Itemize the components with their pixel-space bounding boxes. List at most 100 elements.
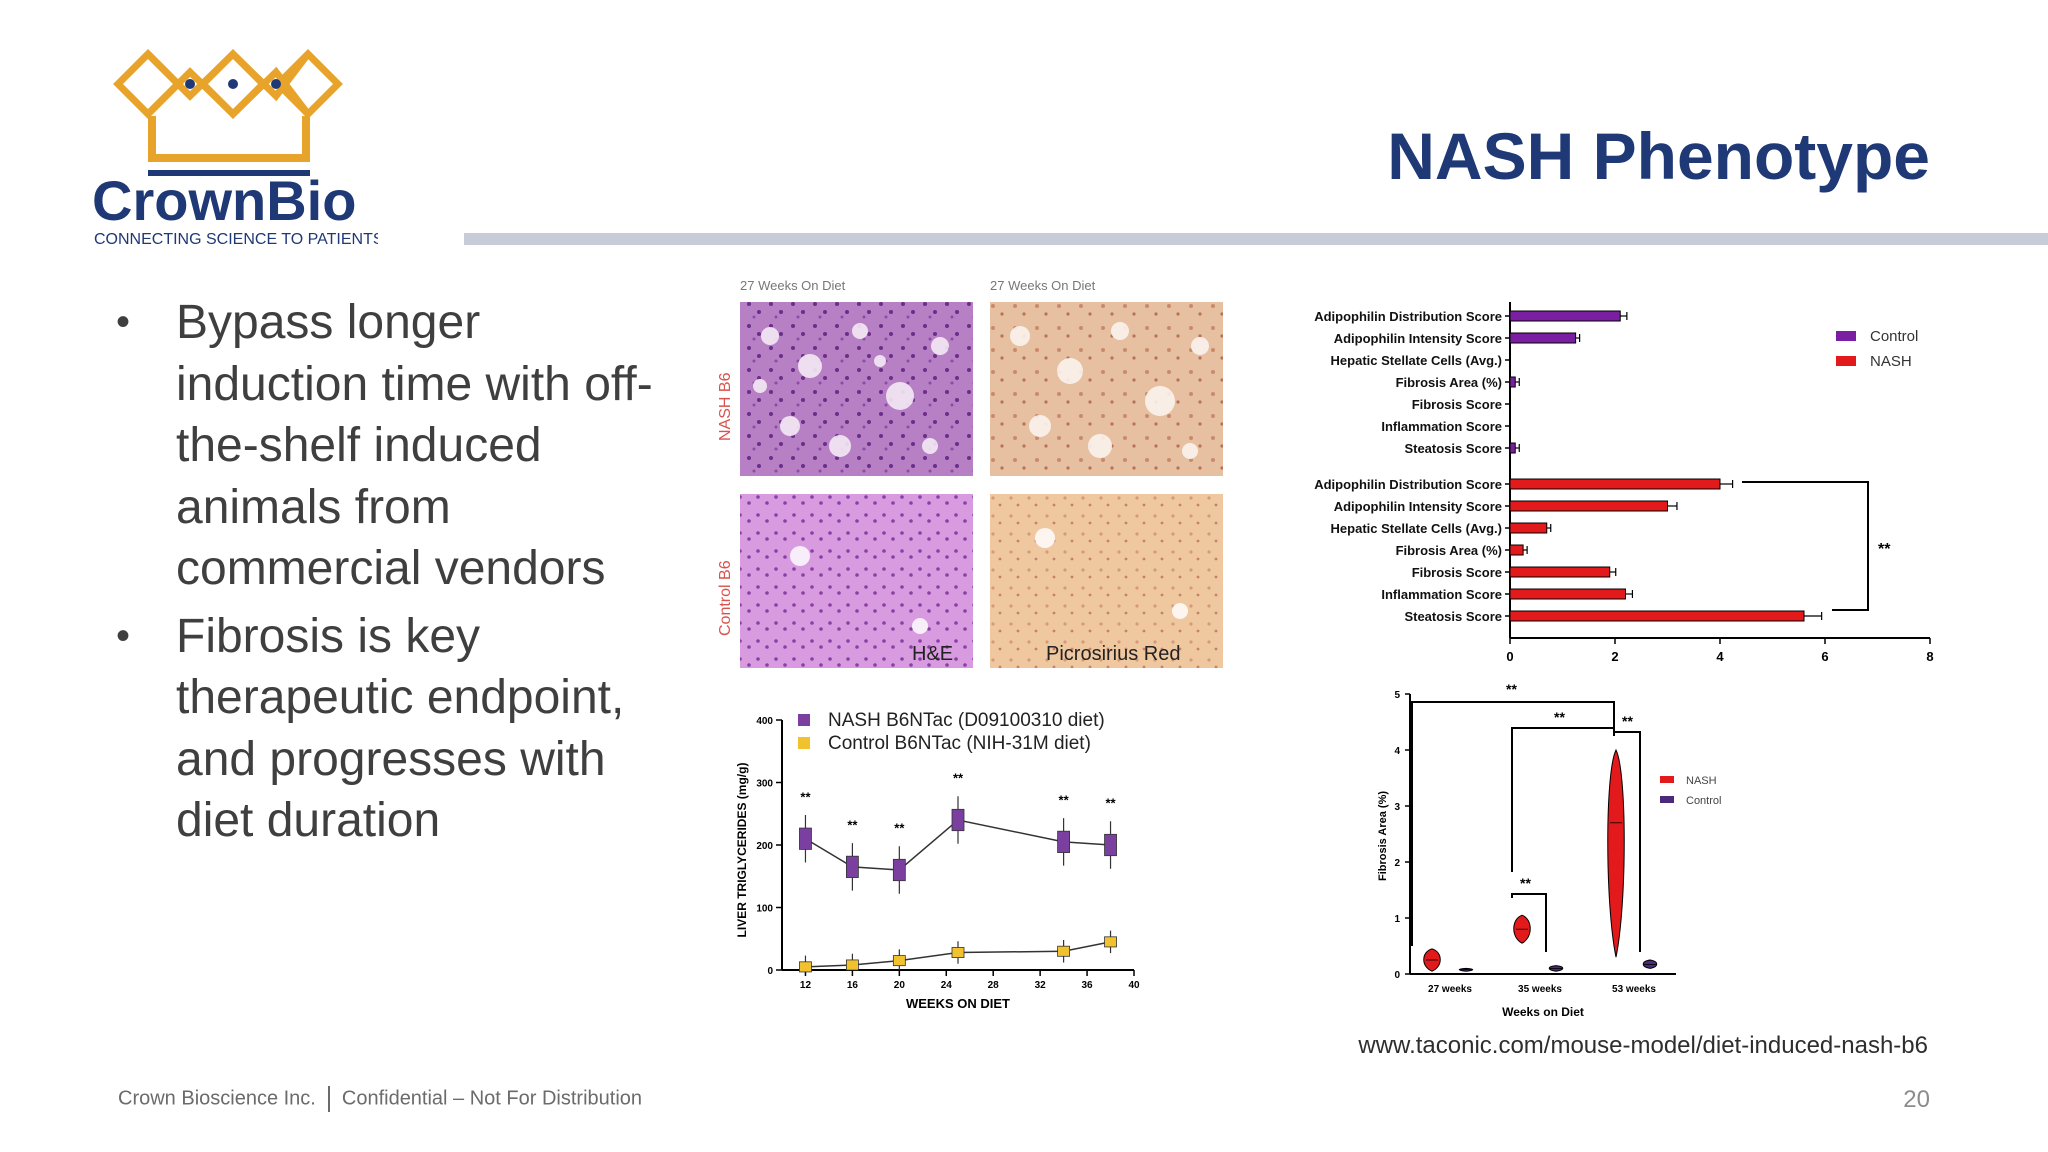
line-x-tick-label: 24 [941,980,953,991]
violin-y-tick-label: 5 [1394,690,1400,701]
hbar-category-label: Steatosis Score [1404,441,1502,456]
stain-label-pr: Picrosirius Red [1046,643,1180,665]
line-x-tick-label: 16 [847,980,859,991]
crownbio-logo: CrownBio CONNECTING SCIENCE TO PATIENTS [88,30,384,250]
violin-sig-label: ** [1554,709,1565,725]
footer-company: Crown Bioscience Inc. [118,1087,316,1110]
histology-col-header: 27 Weeks On Diet [990,278,1096,293]
footer-note: Confidential – Not For Distribution [341,1087,643,1110]
violin-legend-label-nash: NASH [1686,775,1717,787]
hbar-bar-nash [1509,588,1626,600]
hbar-category-label: Adipophilin Intensity Score [1334,331,1502,346]
violin-y-tick-label: 0 [1394,970,1400,981]
bullet-text: Fibrosis is key therapeutic endpoint, an… [176,609,625,848]
line-y-tick-label: 200 [756,841,773,852]
violin-legend-swatch-nash [1660,776,1674,783]
histology-image-control-pr [990,494,1223,668]
line-x-tick-label: 12 [800,980,812,991]
violin-sig-label: ** [1520,875,1531,891]
hbar-category-label: Hepatic Stellate Cells (Avg.) [1331,353,1502,368]
hbar-legend: Control NASH [1836,328,1918,370]
histology-row-label: Control B6 [717,560,734,636]
line-point [799,961,812,973]
hbar-bar-control [1509,332,1577,344]
hbar-bar-nash [1509,478,1721,490]
line-legend-swatch-nash [798,714,810,726]
violin-x-tick-label: 35 weeks [1518,984,1562,995]
hbar-category-label: Hepatic Stellate Cells (Avg.) [1331,521,1502,536]
bullet-item: • Bypass longer induction time with off-t… [112,292,672,600]
line-significance-label: ** [953,771,964,786]
hbar-legend-label-control: Control [1870,328,1918,345]
hbar-category-label: Inflammation Score [1381,587,1502,602]
bullet-text: Bypass longer induction time with off-th… [176,296,653,595]
histology-col-header: 27 Weeks On Diet [740,278,846,293]
line-point [1104,936,1117,948]
violin-y-axis-label: Fibrosis Area (%) [1377,791,1389,881]
violin-x-tick-label: 27 weeks [1428,984,1472,995]
bullet-dot-icon: • [116,613,131,658]
slide-title: NASH Phenotype [1387,119,1930,193]
line-significance-label: ** [847,817,858,832]
violin-sig-label: ** [1506,681,1517,697]
violin-significance-brackets [1411,701,1641,952]
hbar-x-tick-label: 4 [1716,649,1724,664]
line-y-tick-label: 0 [767,966,773,977]
line-x-tick-label: 32 [1035,980,1047,991]
line-x-tick-label: 20 [894,980,906,991]
hbar-category-label: Fibrosis Area (%) [1396,543,1502,558]
hbar-category-label: Adipophilin Intensity Score [1334,499,1502,514]
hbar-x-tick-label: 6 [1821,649,1828,664]
logo-wordmark: CrownBio [92,169,356,232]
title-divider [464,233,2048,245]
line-point [1057,830,1071,853]
line-series-control [805,941,1111,968]
violin-shape-nash [1607,748,1625,958]
triglycerides-line-chart: NASH B6NTac (D09100310 diet) Control B6N… [735,710,1140,1011]
line-point [1104,833,1117,857]
hbar-bar-nash [1509,522,1548,534]
hbar-legend-swatch-nash [1836,356,1856,366]
hbar-category-label: Adipophilin Distribution Score [1314,477,1502,492]
line-point [892,858,906,882]
bullet-dot-icon: • [116,300,131,344]
hbar-significance-label: ** [1878,541,1891,558]
line-significance-label: ** [800,789,811,804]
line-y-axis-label: LIVER TRIGLYCERIDES (mg/g) [735,763,749,938]
hbar-bar-nash [1509,500,1668,512]
line-x-tick-label: 36 [1082,980,1094,991]
hbar-legend-swatch-control [1836,331,1856,341]
line-point [951,947,965,958]
hbar-bar-nash [1509,610,1805,622]
logo-tagline: CONNECTING SCIENCE TO PATIENTS [94,231,378,248]
hbar-legend-label-nash: NASH [1870,353,1912,370]
hbar-x-tick-label: 0 [1506,649,1513,664]
histology-panel: 27 Weeks On Diet 27 Weeks On Diet NASH B… [717,278,1223,668]
line-point [845,959,859,971]
line-legend-label-control: Control B6NTac (NIH-31M diet) [828,733,1091,754]
line-point [892,955,906,967]
line-point [845,855,859,878]
violin-legend-swatch-control [1660,796,1674,803]
line-point [799,827,812,850]
line-series-nash [805,819,1111,871]
line-x-tick-label: 28 [988,980,1000,991]
line-point [1057,945,1071,957]
line-significance-label: ** [1105,796,1116,811]
bullet-list: • Bypass longer induction time with off-t… [112,292,672,858]
violin-sig-label: ** [1622,713,1633,729]
line-significance-label: ** [1059,792,1070,807]
line-legend: NASH B6NTac (D09100310 diet) Control B6N… [798,710,1105,754]
hbar-significance-bracket: ** [1742,481,1891,611]
line-y-tick-label: 400 [756,716,773,727]
source-link[interactable]: www.taconic.com/mouse-model/diet-induced… [1358,1032,1928,1059]
hbar-bar-nash [1509,566,1611,578]
violin-y-tick-label: 4 [1394,746,1400,757]
hbar-category-label: Fibrosis Score [1412,565,1502,580]
stain-label-he: H&E [912,643,953,665]
hbar-category-label: Steatosis Score [1404,609,1502,624]
histology-row-label: NASH B6 [717,372,734,441]
hbar-category-label: Inflammation Score [1381,419,1502,434]
violin-y-tick-label: 3 [1394,802,1400,813]
